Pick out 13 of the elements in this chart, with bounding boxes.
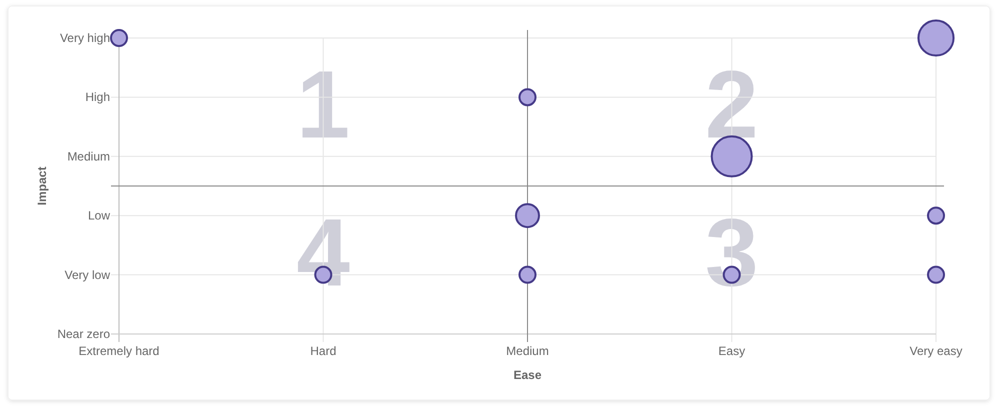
category-label: Very low <box>64 268 110 282</box>
category-label: Low <box>88 208 110 223</box>
x-tick-label: Hard <box>310 344 336 358</box>
x-tick-label: Very easy <box>910 344 962 358</box>
x-tick-label: Medium <box>506 344 549 358</box>
x-tick-label: Easy <box>718 344 746 358</box>
x-tick-label: Extremely hard <box>78 344 160 358</box>
y-axis-title: Impact <box>35 166 49 206</box>
category-label: Near zero <box>57 327 110 341</box>
category-label: Medium <box>67 149 110 164</box>
x-axis-title: Ease <box>513 368 542 382</box>
category-label: Very high <box>60 31 110 45</box>
category-label: High <box>85 90 110 104</box>
